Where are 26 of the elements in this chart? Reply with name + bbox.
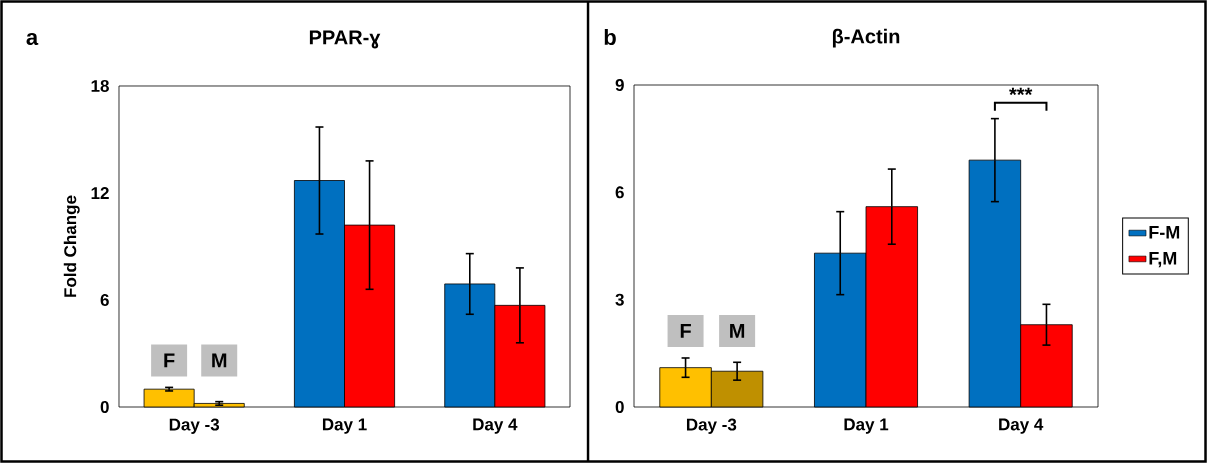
x-tick-label: Day -3 <box>686 418 737 434</box>
y-tick-label: 3 <box>615 293 624 306</box>
y-axis-title: Fold Change <box>63 195 80 297</box>
x-tick-label: Day 1 <box>322 418 367 434</box>
annotation: F <box>164 353 175 368</box>
text: b <box>604 28 616 46</box>
x-tick-label: Day 4 <box>473 418 518 434</box>
chart-title: PPAR-ɣ <box>309 30 381 49</box>
legend-label: F-M <box>1149 226 1180 239</box>
y-tick-label: 0 <box>615 400 624 414</box>
y-tick-label: 12 <box>91 187 109 199</box>
y-tick-label: 18 <box>91 79 109 93</box>
x-tick-label: Day 4 <box>999 418 1044 434</box>
text: a <box>26 32 39 46</box>
chart-title: β-Actin <box>832 28 900 48</box>
annotation: M <box>212 353 227 368</box>
annotation: F <box>680 324 691 338</box>
y-tick-label: 6 <box>100 293 109 307</box>
annotation: *** <box>1009 87 1033 96</box>
y-tick-label: 9 <box>615 78 624 92</box>
x-tick-label: Day 1 <box>844 418 889 434</box>
y-tick-label: 0 <box>100 400 109 414</box>
y-tick-label: 6 <box>615 186 624 199</box>
annotation: M <box>730 324 745 338</box>
legend-label: F,M <box>1149 251 1177 268</box>
x-tick-label: Day -3 <box>169 418 220 434</box>
